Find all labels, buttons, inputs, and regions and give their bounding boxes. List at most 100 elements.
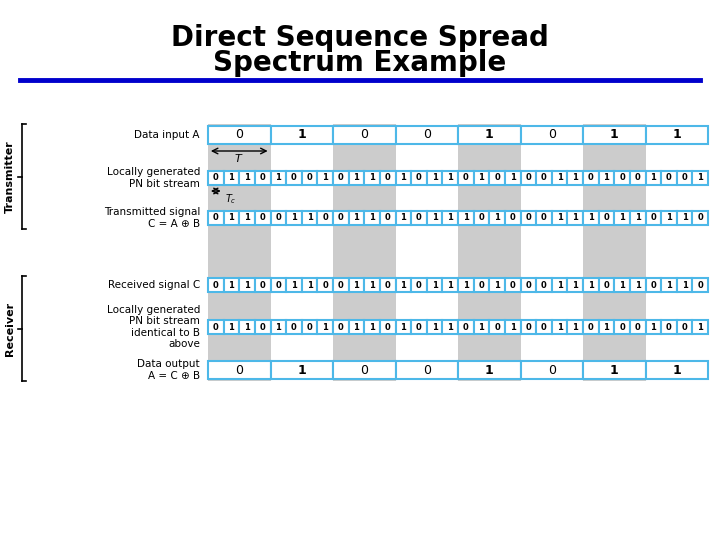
Bar	[333, 361, 395, 379]
Bar	[583, 361, 646, 379]
Bar	[348, 171, 364, 185]
Text: 1: 1	[369, 213, 375, 222]
Text: 1: 1	[431, 322, 438, 332]
Text: 0: 0	[697, 213, 703, 222]
Bar	[490, 320, 505, 334]
Text: 0: 0	[463, 322, 469, 332]
Text: 1: 1	[666, 213, 672, 222]
Text: 1: 1	[697, 173, 703, 183]
Text: 1: 1	[485, 129, 494, 141]
Text: 1: 1	[672, 363, 681, 376]
Text: 0: 0	[260, 280, 266, 289]
Text: 1: 1	[244, 173, 250, 183]
Bar	[458, 171, 474, 185]
Text: 1: 1	[291, 280, 297, 289]
Text: $T$: $T$	[235, 152, 244, 164]
Text: Locally generated
PN bit stream: Locally generated PN bit stream	[107, 167, 200, 189]
Text: 1: 1	[228, 213, 235, 222]
Bar	[333, 320, 348, 334]
Bar	[427, 211, 442, 225]
Bar	[693, 171, 708, 185]
Bar	[474, 320, 490, 334]
Text: 1: 1	[323, 173, 328, 183]
Bar	[427, 171, 442, 185]
Text: 0: 0	[548, 363, 556, 376]
Bar	[318, 320, 333, 334]
Bar	[395, 361, 458, 379]
Bar	[255, 320, 271, 334]
Bar	[521, 361, 583, 379]
Bar	[239, 171, 255, 185]
Text: 1: 1	[275, 173, 282, 183]
Text: Direct Sequence Spread: Direct Sequence Spread	[171, 24, 549, 52]
Bar	[521, 126, 583, 144]
Bar	[411, 171, 427, 185]
Bar	[442, 211, 458, 225]
Bar	[630, 171, 646, 185]
Text: 0: 0	[526, 213, 531, 222]
Text: Receiver: Receiver	[5, 301, 15, 355]
Bar	[271, 361, 333, 379]
Text: 1: 1	[447, 322, 453, 332]
Bar	[302, 211, 318, 225]
Text: Transmitter: Transmitter	[5, 140, 15, 213]
Text: 1: 1	[307, 280, 312, 289]
Bar	[348, 211, 364, 225]
Bar	[630, 278, 646, 292]
Bar	[521, 320, 536, 334]
Bar	[693, 278, 708, 292]
Text: 1: 1	[463, 280, 469, 289]
Text: Locally generated
PN bit stream
identical to B
above: Locally generated PN bit stream identica…	[107, 305, 200, 349]
Text: 0: 0	[682, 173, 688, 183]
Text: 0: 0	[323, 213, 328, 222]
Bar	[380, 320, 395, 334]
Bar	[458, 361, 521, 379]
Text: 1: 1	[682, 213, 688, 222]
Text: 1: 1	[650, 173, 656, 183]
Bar	[442, 278, 458, 292]
Bar	[364, 171, 380, 185]
Bar	[364, 211, 380, 225]
Text: 0: 0	[416, 213, 422, 222]
Bar	[614, 211, 630, 225]
Bar	[333, 171, 348, 185]
Bar	[208, 124, 271, 381]
Text: 1: 1	[610, 363, 618, 376]
Bar	[318, 171, 333, 185]
Text: 0: 0	[276, 280, 282, 289]
Bar	[552, 278, 567, 292]
Bar	[677, 320, 693, 334]
Bar	[208, 320, 224, 334]
Text: 0: 0	[291, 322, 297, 332]
Text: 1: 1	[666, 280, 672, 289]
Bar	[271, 278, 286, 292]
Text: 1: 1	[431, 173, 438, 183]
Text: 1: 1	[275, 322, 282, 332]
Text: 0: 0	[260, 213, 266, 222]
Text: 0: 0	[360, 363, 368, 376]
Text: 1: 1	[572, 280, 578, 289]
Text: 0: 0	[384, 280, 390, 289]
Text: 1: 1	[635, 280, 641, 289]
Bar	[395, 126, 458, 144]
Text: 0: 0	[526, 322, 531, 332]
Text: 0: 0	[494, 173, 500, 183]
Bar	[318, 278, 333, 292]
Text: 1: 1	[485, 363, 494, 376]
Bar	[395, 171, 411, 185]
Text: 0: 0	[603, 280, 609, 289]
Bar	[395, 278, 411, 292]
Bar	[598, 320, 614, 334]
Bar	[224, 278, 239, 292]
Text: $T_c$: $T_c$	[225, 192, 236, 206]
Bar	[255, 211, 271, 225]
Text: 1: 1	[619, 213, 625, 222]
Text: 0: 0	[650, 213, 656, 222]
Text: 0: 0	[276, 213, 282, 222]
Text: 0: 0	[235, 363, 243, 376]
Bar	[333, 211, 348, 225]
Text: 0: 0	[666, 173, 672, 183]
Bar	[348, 278, 364, 292]
Bar	[521, 211, 536, 225]
Text: 1: 1	[369, 280, 375, 289]
